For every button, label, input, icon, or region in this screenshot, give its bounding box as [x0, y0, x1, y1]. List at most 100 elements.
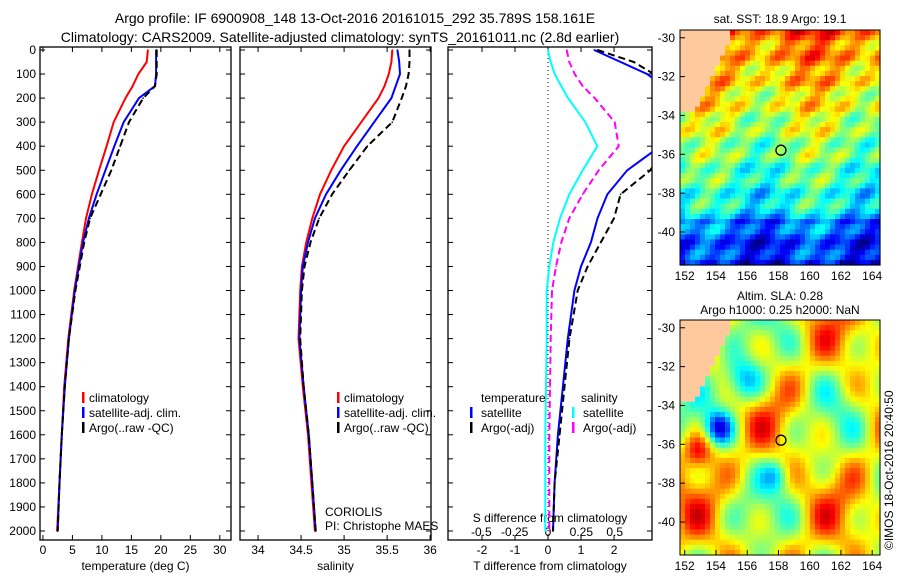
map-cell	[715, 371, 721, 377]
map-cell	[870, 254, 876, 261]
map-cell	[765, 65, 771, 72]
map-cell	[775, 483, 781, 490]
map-cell	[845, 544, 851, 551]
y-tick-label: 400	[16, 139, 36, 153]
map-cell	[845, 111, 851, 118]
map-cell	[825, 60, 831, 67]
map-cell	[770, 401, 776, 408]
map-cell	[800, 406, 806, 413]
map-cell	[685, 503, 691, 510]
map-cell	[825, 371, 831, 377]
map-cell	[745, 188, 751, 195]
map-cell	[830, 473, 836, 479]
map-cell	[770, 178, 776, 184]
map-cell	[760, 488, 766, 495]
map-cell	[840, 468, 846, 474]
map-cell	[870, 422, 876, 428]
map-cell	[750, 162, 756, 169]
map-cell	[805, 493, 811, 500]
map-cell	[755, 529, 761, 536]
map-cell	[810, 157, 816, 164]
map-cell	[690, 55, 696, 62]
map-cell	[845, 473, 851, 479]
map-cell	[740, 259, 746, 266]
map-cell	[810, 422, 816, 428]
map-cell	[815, 519, 821, 525]
map-cell	[810, 65, 816, 72]
map-cell	[805, 371, 811, 377]
map-cell	[720, 147, 726, 154]
map-cell	[830, 91, 836, 98]
map-cell	[765, 524, 771, 531]
map-cell	[865, 534, 871, 541]
map-cell	[775, 137, 781, 143]
map-cell	[865, 60, 871, 67]
data-point	[110, 169, 113, 172]
map-cell	[680, 173, 686, 179]
map-cell	[810, 40, 816, 46]
map-cell	[855, 86, 861, 92]
map-cell	[795, 193, 801, 200]
map-cell	[705, 427, 711, 433]
map-cell	[775, 406, 781, 413]
map-cell	[830, 178, 836, 184]
map-cell	[685, 70, 691, 77]
map-cell	[725, 35, 731, 41]
map-cell	[810, 147, 816, 154]
map-cell	[820, 493, 826, 500]
map-cell	[845, 116, 851, 123]
map-cell	[740, 70, 746, 77]
map-cell	[805, 167, 811, 174]
map-cell	[850, 198, 856, 205]
map-cell	[680, 183, 686, 189]
map-cell	[865, 381, 871, 388]
map-cell	[720, 355, 726, 362]
map-cell	[830, 381, 836, 388]
map-cell	[725, 422, 731, 428]
map-cell	[855, 178, 861, 184]
map-cell	[730, 350, 736, 357]
map-cell	[855, 239, 861, 246]
map-cell	[760, 345, 766, 352]
legend-label: satellite-adj. clim.	[89, 406, 181, 420]
map-cell	[840, 50, 846, 57]
map-cell	[835, 213, 841, 220]
map-cell	[735, 325, 741, 331]
map-cell	[865, 178, 871, 184]
map-cell	[735, 127, 741, 133]
map-cell	[785, 75, 791, 82]
map-cell	[755, 422, 761, 428]
map-cell	[850, 463, 856, 469]
map-cell	[795, 81, 801, 87]
map-cell	[740, 178, 746, 184]
map-cell	[700, 483, 706, 490]
map-cell	[750, 132, 756, 138]
map-cell	[770, 173, 776, 179]
map-cell	[700, 203, 706, 210]
map-cell	[825, 524, 831, 531]
map-cell	[845, 463, 851, 469]
map-cell	[810, 498, 816, 505]
map-cell	[825, 111, 831, 118]
map-cell	[810, 193, 816, 200]
map-cell	[815, 345, 821, 352]
map-cell	[865, 167, 871, 174]
map-cell	[815, 503, 821, 510]
map-cell	[835, 30, 841, 36]
map-cell	[790, 519, 796, 525]
map-cell	[820, 452, 826, 459]
map-cell	[685, 544, 691, 551]
map-cell	[795, 224, 801, 230]
map-cell	[775, 208, 781, 215]
map-cell	[860, 244, 866, 251]
map-cell	[710, 208, 716, 215]
map-cell	[845, 391, 851, 398]
map-cell	[805, 514, 811, 520]
map-cell	[790, 452, 796, 459]
map-cell	[710, 503, 716, 510]
map-cell	[705, 111, 711, 118]
map-cell	[810, 127, 816, 133]
map-cell	[760, 478, 766, 485]
map-cell	[830, 417, 836, 423]
map-cell	[705, 81, 711, 87]
